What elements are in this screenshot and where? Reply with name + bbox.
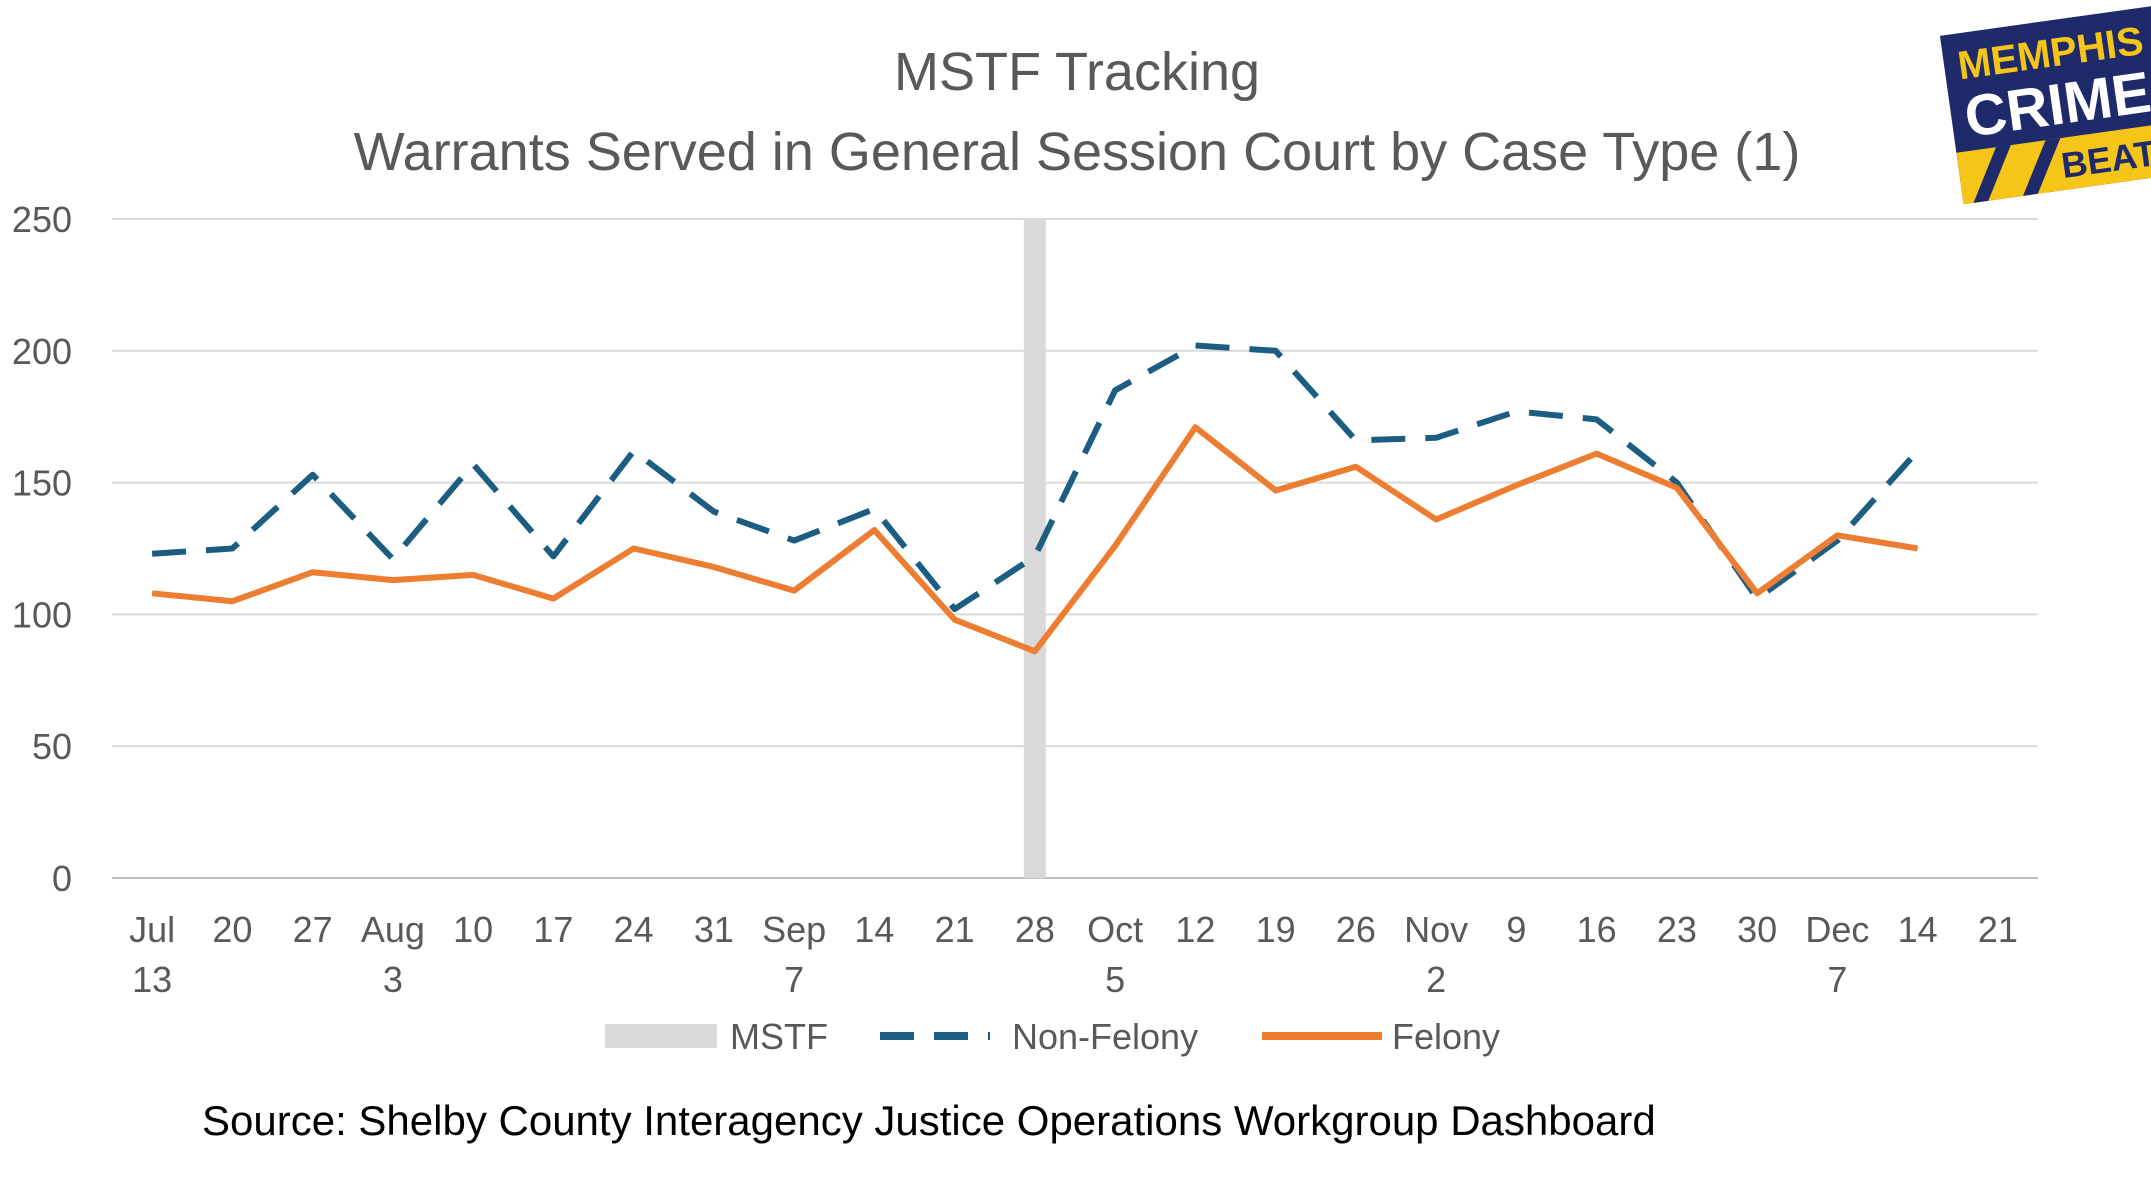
y-tick-label: 150 bbox=[12, 463, 72, 504]
y-tick-label: 0 bbox=[52, 858, 72, 899]
y-tick-label: 250 bbox=[12, 199, 72, 240]
y-axis-ticks: 0 50 100 150 200 250 bbox=[12, 199, 72, 899]
legend-label-mstf: MSTF bbox=[730, 1016, 828, 1057]
memphis-crime-beat-logo: MEMPHIS CRIME BEAT bbox=[1939, 6, 2151, 205]
x-tick-label: Dec bbox=[1805, 909, 1869, 950]
x-tick-label: 27 bbox=[293, 909, 333, 950]
x-tick-label: 9 bbox=[1506, 909, 1526, 950]
x-tick-label: 23 bbox=[1657, 909, 1697, 950]
x-tick-sublabel: 7 bbox=[1827, 959, 1847, 1000]
x-tick-sublabel: 13 bbox=[132, 959, 172, 1000]
x-tick-label: 12 bbox=[1175, 909, 1215, 950]
x-tick-label: Sep bbox=[762, 909, 826, 950]
legend-swatch-mstf bbox=[605, 1024, 717, 1048]
mstf-marker-bar bbox=[1023, 219, 1046, 878]
legend-label-non-felony: Non-Felony bbox=[1012, 1016, 1198, 1057]
x-tick-label: 19 bbox=[1256, 909, 1296, 950]
mstf-marker bbox=[1023, 219, 1046, 878]
x-tick-sublabel: 5 bbox=[1105, 959, 1125, 1000]
source-note: Source: Shelby County Interagency Justic… bbox=[202, 1097, 1656, 1144]
x-tick-label: 21 bbox=[935, 909, 975, 950]
x-tick-sublabel: 2 bbox=[1426, 959, 1446, 1000]
x-tick-label: Nov bbox=[1404, 909, 1468, 950]
x-tick-label: Aug bbox=[361, 909, 425, 950]
x-tick-label: 26 bbox=[1336, 909, 1376, 950]
x-tick-label: 17 bbox=[533, 909, 573, 950]
y-tick-label: 100 bbox=[12, 594, 72, 635]
legend: MSTF Non-Felony Felony bbox=[605, 1016, 1500, 1057]
x-tick-label: 14 bbox=[1898, 909, 1938, 950]
series-lines bbox=[151, 342, 1920, 655]
x-tick-label: 28 bbox=[1015, 909, 1055, 950]
x-tick-sublabel: 7 bbox=[784, 959, 804, 1000]
series-line-non-felony bbox=[151, 342, 1920, 613]
x-tick-label: 14 bbox=[854, 909, 894, 950]
y-tick-label: 50 bbox=[32, 726, 72, 767]
x-tick-label: 30 bbox=[1737, 909, 1777, 950]
chart-subtitle: Warrants Served in General Session Court… bbox=[354, 122, 1801, 182]
legend-label-felony: Felony bbox=[1392, 1016, 1500, 1057]
x-tick-label: Jul bbox=[129, 909, 175, 950]
x-tick-label: 20 bbox=[212, 909, 252, 950]
y-tick-label: 200 bbox=[12, 331, 72, 372]
chart-title: MSTF Tracking bbox=[894, 42, 1260, 102]
x-tick-label: 16 bbox=[1577, 909, 1617, 950]
gridlines bbox=[112, 218, 2038, 879]
x-tick-label: Oct bbox=[1087, 909, 1143, 950]
x-tick-label: 10 bbox=[453, 909, 493, 950]
x-tick-label: 31 bbox=[694, 909, 734, 950]
x-tick-label: 21 bbox=[1978, 909, 2018, 950]
x-tick-label: 24 bbox=[614, 909, 654, 950]
x-tick-sublabel: 3 bbox=[383, 959, 403, 1000]
